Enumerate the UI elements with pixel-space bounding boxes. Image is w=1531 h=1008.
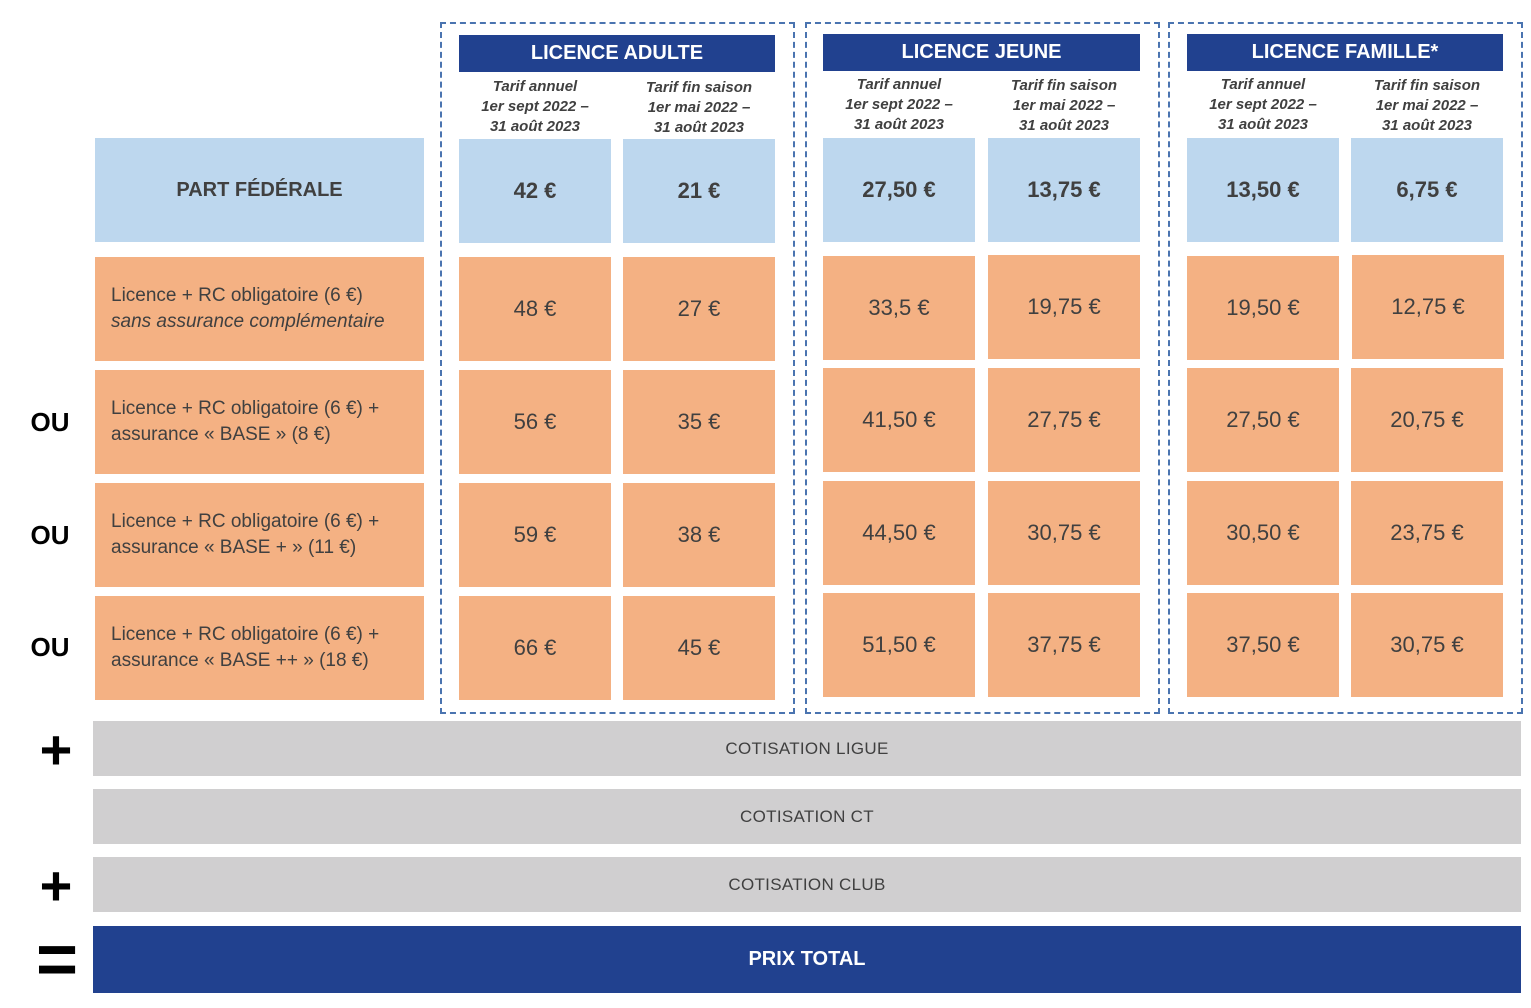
- price-cell: 23,75 €: [1351, 481, 1503, 585]
- subheader-adulte-annuel: Tarif annuel 1er sept 2022 – 31 août 202…: [459, 77, 611, 137]
- subheader-line: 31 août 2023: [853, 116, 945, 133]
- subheader-line: 31 août 2023: [489, 118, 581, 135]
- price-cell: 35 €: [623, 370, 775, 474]
- row-label-line: Licence + RC obligatoire (6 €) +: [111, 511, 380, 532]
- subheader-line: 1er mai 2022 –: [1012, 97, 1116, 114]
- price-cell: 56 €: [459, 370, 611, 474]
- price-cell: 33,5 €: [823, 256, 975, 360]
- subheader-line: Tarif fin saison: [1010, 77, 1118, 94]
- subheader-line: 31 août 2023: [1381, 117, 1473, 134]
- row-label-line: assurance « BASE + » (11 €): [111, 537, 357, 558]
- subheader-line: Tarif annuel: [856, 76, 942, 93]
- subheader-famille-fin-saison: Tarif fin saison 1er mai 2022 – 31 août …: [1351, 76, 1503, 136]
- price-cell: 51,50 €: [823, 593, 975, 697]
- group-box-jeune: [805, 22, 1160, 714]
- ou-label: OU: [30, 519, 70, 550]
- row-label-part-federale: PART FÉDÉRALE: [95, 138, 424, 242]
- subheader-line: Tarif fin saison: [1373, 77, 1481, 94]
- subheader-famille-annuel: Tarif annuel 1er sept 2022 – 31 août 202…: [1187, 75, 1339, 135]
- price-cell: 20,75 €: [1351, 368, 1503, 472]
- price-cell: 27,50 €: [823, 138, 975, 242]
- subheader-jeune-fin-saison: Tarif fin saison 1er mai 2022 – 31 août …: [988, 76, 1140, 136]
- row-label-line: Licence + RC obligatoire (6 €) +: [111, 398, 380, 419]
- price-cell: 48 €: [459, 257, 611, 361]
- cotisation-ligue-bar: COTISATION LIGUE: [93, 721, 1521, 776]
- subheader-line: 1er sept 2022 –: [845, 96, 953, 113]
- row-label-line: sans assurance complémentaire: [111, 311, 385, 332]
- prix-total-bar: PRIX TOTAL: [93, 926, 1521, 993]
- row-label-line: assurance « BASE » (8 €): [111, 424, 331, 445]
- price-cell: 42 €: [459, 139, 611, 243]
- price-cell: 19,50 €: [1187, 256, 1339, 360]
- price-cell: 21 €: [623, 139, 775, 243]
- price-cell: 6,75 €: [1351, 138, 1503, 242]
- price-cell: 19,75 €: [988, 255, 1140, 359]
- price-cell: 41,50 €: [823, 368, 975, 472]
- price-cell: 66 €: [459, 596, 611, 700]
- subheader-line: Tarif annuel: [492, 78, 578, 95]
- price-cell: 37,50 €: [1187, 593, 1339, 697]
- price-cell: 12,75 €: [1352, 255, 1504, 359]
- subheader-line: 1er mai 2022 –: [1375, 97, 1479, 114]
- subheader-line: 1er mai 2022 –: [647, 99, 751, 116]
- header-licence-adulte: LICENCE ADULTE: [459, 35, 775, 72]
- price-cell: 27 €: [623, 257, 775, 361]
- subheader-line: 1er sept 2022 –: [481, 98, 589, 115]
- group-box-famille: [1168, 22, 1523, 714]
- row-label-base-plus: Licence + RC obligatoire (6 €) + assuran…: [95, 483, 424, 587]
- price-cell: 37,75 €: [988, 593, 1140, 697]
- cotisation-club-bar: COTISATION CLUB: [93, 857, 1521, 912]
- cotisation-ct-bar: COTISATION CT: [93, 789, 1521, 844]
- subheader-line: 31 août 2023: [1018, 117, 1110, 134]
- price-cell: 30,50 €: [1187, 481, 1339, 585]
- subheader-line: 31 août 2023: [1217, 116, 1309, 133]
- plus-icon: +: [39, 717, 73, 781]
- row-label-sans-assurance: Licence + RC obligatoire (6 €) sans assu…: [95, 257, 424, 361]
- price-cell: 30,75 €: [988, 481, 1140, 585]
- row-label-base: Licence + RC obligatoire (6 €) + assuran…: [95, 370, 424, 474]
- row-label-line: assurance « BASE ++ » (18 €): [111, 650, 369, 671]
- price-cell: 59 €: [459, 483, 611, 587]
- equals-icon: =: [35, 920, 79, 1000]
- row-label-line: Licence + RC obligatoire (6 €): [111, 285, 363, 306]
- header-licence-famille: LICENCE FAMILLE*: [1187, 34, 1503, 71]
- subheader-jeune-annuel: Tarif annuel 1er sept 2022 – 31 août 202…: [823, 75, 975, 135]
- plus-icon: +: [39, 853, 73, 917]
- price-cell: 13,75 €: [988, 138, 1140, 242]
- subheader-line: 31 août 2023: [653, 119, 745, 136]
- subheader-line: 1er sept 2022 –: [1209, 96, 1317, 113]
- row-label-base-plus-plus: Licence + RC obligatoire (6 €) + assuran…: [95, 596, 424, 700]
- price-cell: 30,75 €: [1351, 593, 1503, 697]
- price-cell: 27,50 €: [1187, 368, 1339, 472]
- price-cell: 44,50 €: [823, 481, 975, 585]
- ou-label: OU: [30, 406, 70, 437]
- price-cell: 38 €: [623, 483, 775, 587]
- price-cell: 27,75 €: [988, 368, 1140, 472]
- price-cell: 45 €: [623, 596, 775, 700]
- header-licence-jeune: LICENCE JEUNE: [823, 34, 1140, 71]
- ou-label: OU: [30, 631, 70, 662]
- subheader-line: Tarif fin saison: [645, 79, 753, 96]
- group-box-adulte: [440, 22, 795, 714]
- subheader-line: Tarif annuel: [1220, 76, 1306, 93]
- row-label-line: Licence + RC obligatoire (6 €) +: [111, 624, 380, 645]
- subheader-adulte-fin-saison: Tarif fin saison 1er mai 2022 – 31 août …: [623, 78, 775, 138]
- price-cell: 13,50 €: [1187, 138, 1339, 242]
